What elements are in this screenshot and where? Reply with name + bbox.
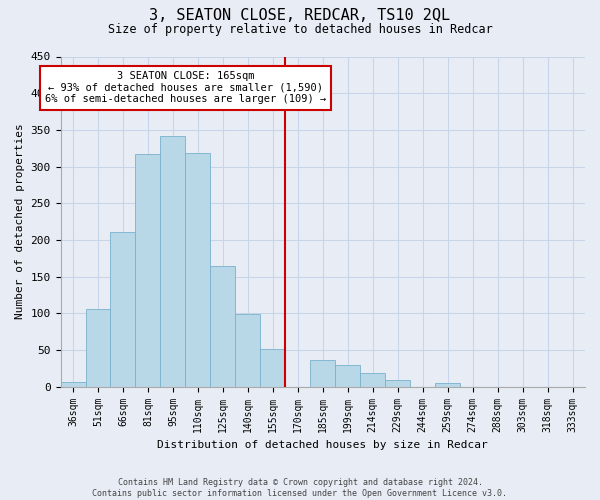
Text: 3, SEATON CLOSE, REDCAR, TS10 2QL: 3, SEATON CLOSE, REDCAR, TS10 2QL [149, 8, 451, 22]
Bar [136, 154, 160, 386]
Bar [335, 366, 360, 386]
Y-axis label: Number of detached properties: Number of detached properties [15, 124, 25, 320]
Bar [385, 380, 410, 386]
Bar [110, 232, 136, 386]
Bar [435, 383, 460, 386]
Bar [235, 314, 260, 386]
Text: Size of property relative to detached houses in Redcar: Size of property relative to detached ho… [107, 22, 493, 36]
Text: Contains HM Land Registry data © Crown copyright and database right 2024.
Contai: Contains HM Land Registry data © Crown c… [92, 478, 508, 498]
Bar [86, 309, 110, 386]
Text: 3 SEATON CLOSE: 165sqm
← 93% of detached houses are smaller (1,590)
6% of semi-d: 3 SEATON CLOSE: 165sqm ← 93% of detached… [45, 71, 326, 104]
Bar [310, 360, 335, 386]
Bar [360, 374, 385, 386]
Bar [185, 152, 211, 386]
Bar [211, 266, 235, 386]
Bar [160, 136, 185, 386]
Bar [61, 382, 86, 386]
Bar [260, 350, 286, 387]
X-axis label: Distribution of detached houses by size in Redcar: Distribution of detached houses by size … [157, 440, 488, 450]
